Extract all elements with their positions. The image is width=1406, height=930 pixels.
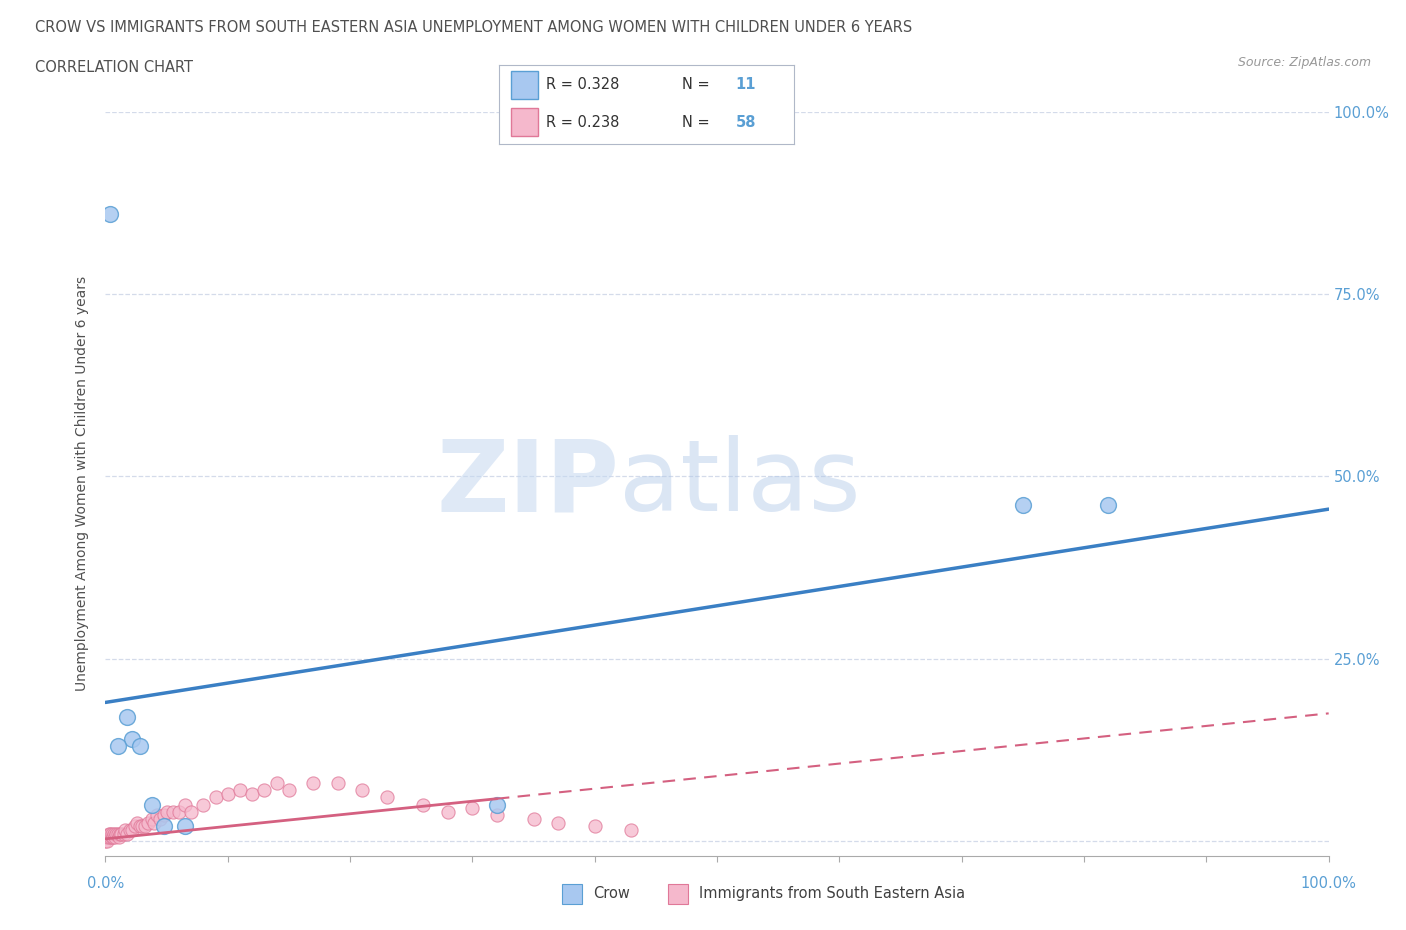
Point (620, 823, 643, 838)
Point (1011, 498, 1033, 513)
Point (162, 804, 184, 819)
Point (174, 819, 197, 834)
Point (98, 830, 121, 844)
Point (94, 830, 117, 844)
Point (141, 812, 163, 827)
Point (105, 826, 128, 841)
Text: R = 0.238: R = 0.238 (547, 114, 620, 129)
Point (98, 826, 121, 841)
Text: 100.0%: 100.0% (1301, 876, 1357, 891)
Y-axis label: Unemployment Among Women with Children Under 6 years: Unemployment Among Women with Children U… (76, 276, 90, 691)
Point (153, 819, 176, 834)
Point (278, 782, 301, 797)
Point (117, 826, 139, 841)
Point (98, 826, 121, 841)
Point (107, 738, 129, 753)
Point (104, 830, 127, 844)
Point (114, 823, 136, 838)
Point (124, 819, 146, 834)
Point (240, 786, 263, 801)
Point (94, 833, 117, 848)
Point (326, 776, 349, 790)
Point (375, 790, 398, 804)
Point (461, 801, 484, 816)
Point (437, 804, 460, 819)
Text: N =: N = (682, 77, 714, 92)
Text: 58: 58 (735, 114, 756, 129)
Point (107, 826, 129, 841)
Text: CROW VS IMMIGRANTS FROM SOUTH EASTERN ASIA UNEMPLOYMENT AMONG WOMEN WITH CHILDRE: CROW VS IMMIGRANTS FROM SOUTH EASTERN AS… (35, 20, 912, 35)
Point (136, 816, 159, 830)
Point (97, 830, 120, 844)
Point (121, 732, 143, 747)
Text: atlas: atlas (619, 435, 860, 532)
Point (302, 776, 325, 790)
Point (253, 782, 276, 797)
Point (143, 816, 166, 830)
Point (583, 819, 606, 834)
Point (117, 710, 139, 724)
Point (217, 786, 239, 801)
Point (522, 812, 544, 827)
Point (112, 826, 135, 841)
Text: N =: N = (682, 114, 714, 129)
Text: Immigrants from South Eastern Asia: Immigrants from South Eastern Asia (699, 886, 965, 901)
Point (485, 797, 508, 812)
Point (547, 816, 569, 830)
Point (146, 808, 169, 823)
Point (193, 797, 215, 812)
Point (174, 797, 197, 812)
Point (485, 808, 508, 823)
Point (98, 206, 121, 221)
Point (127, 816, 149, 830)
Point (412, 797, 434, 812)
Point (266, 776, 288, 790)
Point (149, 812, 172, 827)
FancyBboxPatch shape (510, 108, 537, 137)
Point (156, 804, 179, 819)
FancyBboxPatch shape (510, 71, 537, 100)
Text: R = 0.328: R = 0.328 (547, 77, 620, 92)
Text: 11: 11 (735, 77, 756, 92)
Point (1097, 498, 1119, 513)
Point (103, 826, 125, 841)
Point (141, 797, 163, 812)
Point (100, 830, 122, 844)
Point (180, 804, 202, 819)
Point (108, 826, 131, 841)
Text: ZIP: ZIP (436, 435, 619, 532)
Text: Source: ZipAtlas.com: Source: ZipAtlas.com (1237, 56, 1371, 69)
Point (153, 808, 176, 823)
Point (131, 819, 153, 834)
Point (134, 819, 156, 834)
Point (100, 826, 122, 841)
Point (128, 738, 150, 753)
Text: 0.0%: 0.0% (87, 876, 124, 891)
Point (96, 833, 118, 848)
Point (128, 819, 150, 834)
Point (167, 804, 190, 819)
Point (110, 826, 132, 841)
Point (204, 790, 226, 804)
Point (352, 782, 374, 797)
Point (108, 830, 131, 844)
Point (101, 830, 124, 844)
Text: CORRELATION CHART: CORRELATION CHART (35, 60, 193, 75)
Point (121, 823, 143, 838)
Point (118, 823, 141, 838)
Text: Crow: Crow (593, 886, 630, 901)
Point (229, 782, 252, 797)
